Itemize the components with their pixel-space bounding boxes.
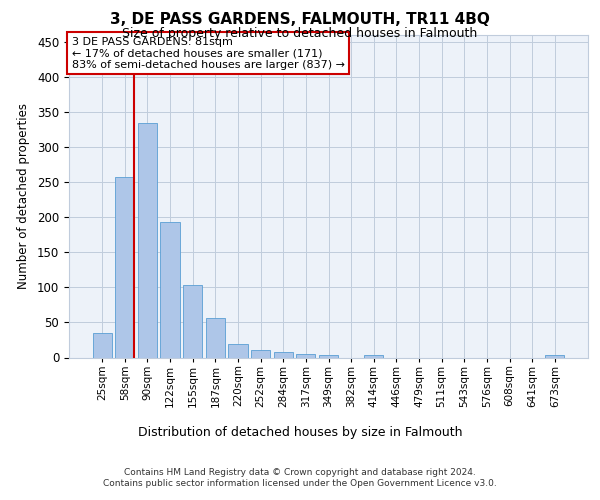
Text: Size of property relative to detached houses in Falmouth: Size of property relative to detached ho… <box>122 28 478 40</box>
Bar <box>251 350 270 358</box>
Bar <box>92 333 112 357</box>
Bar <box>160 222 180 358</box>
Bar <box>364 354 383 358</box>
Text: 3, DE PASS GARDENS, FALMOUTH, TR11 4BQ: 3, DE PASS GARDENS, FALMOUTH, TR11 4BQ <box>110 12 490 28</box>
Text: Distribution of detached houses by size in Falmouth: Distribution of detached houses by size … <box>138 426 462 439</box>
Bar <box>229 344 248 358</box>
Bar <box>545 354 565 358</box>
Bar <box>319 354 338 358</box>
Bar <box>296 354 316 358</box>
Text: 3 DE PASS GARDENS: 81sqm
← 17% of detached houses are smaller (171)
83% of semi-: 3 DE PASS GARDENS: 81sqm ← 17% of detach… <box>71 36 344 70</box>
Bar <box>138 122 157 358</box>
Bar <box>274 352 293 358</box>
Bar <box>183 284 202 358</box>
Text: Contains HM Land Registry data © Crown copyright and database right 2024.
Contai: Contains HM Land Registry data © Crown c… <box>103 468 497 487</box>
Y-axis label: Number of detached properties: Number of detached properties <box>17 104 30 289</box>
Bar <box>206 318 225 358</box>
Bar <box>115 178 134 358</box>
